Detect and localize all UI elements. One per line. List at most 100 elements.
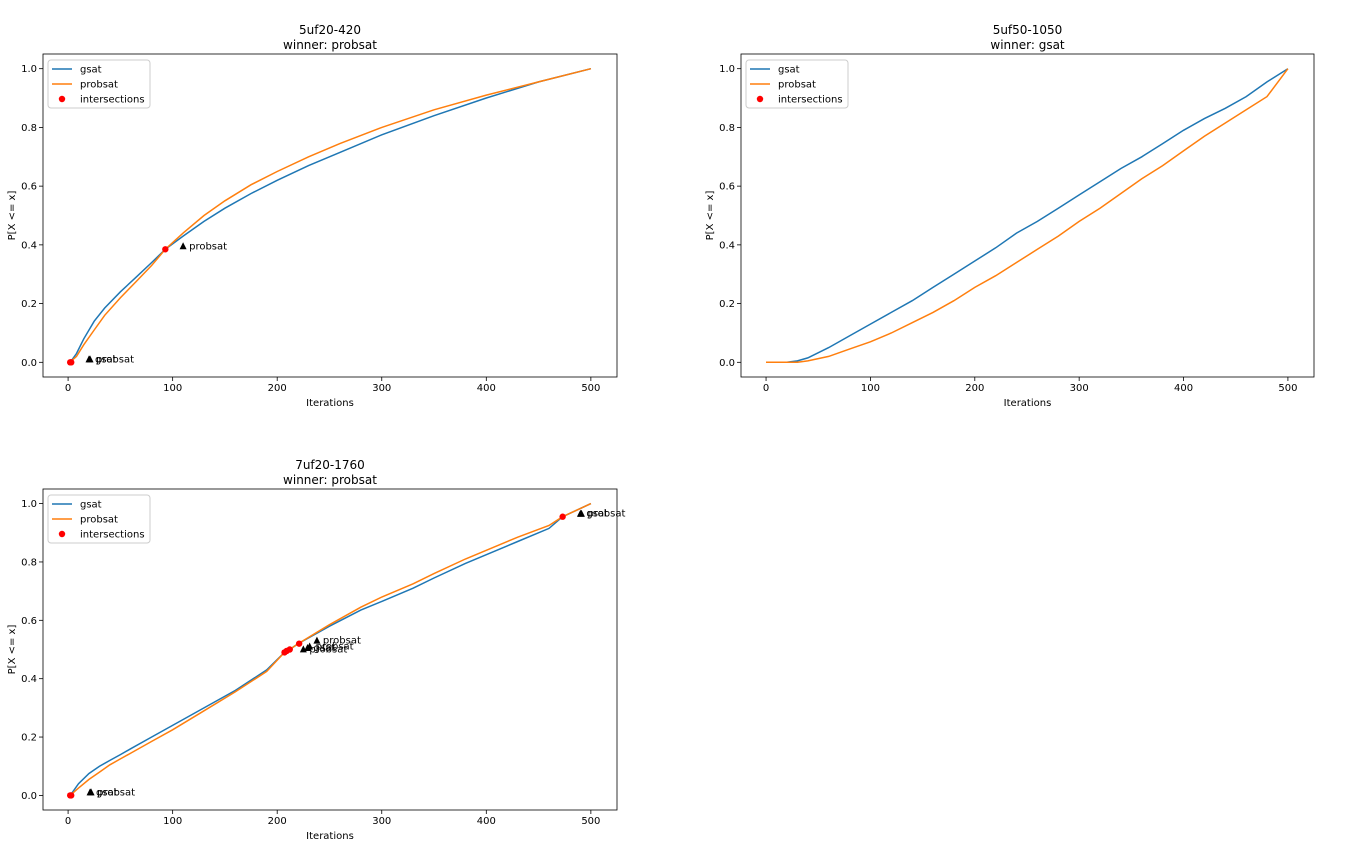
legend: gsat probsat intersections xyxy=(47,494,151,544)
legend-label-gsat: gsat xyxy=(80,65,102,76)
intersection-point xyxy=(295,640,303,647)
x-tick-label: 400 xyxy=(477,383,496,394)
annotation-marker xyxy=(313,636,321,644)
y-axis-label: P[X <= x] xyxy=(705,191,716,241)
axes-frame xyxy=(740,53,1315,378)
y-tick-label: 0.2 xyxy=(21,299,37,310)
legend-box xyxy=(47,59,151,109)
annotation-label: probsat xyxy=(189,241,227,252)
legend-label-intersections: intersections xyxy=(80,530,145,541)
chart-subtitle: winner: gsat xyxy=(990,38,1065,52)
y-tick-label: 0.8 xyxy=(719,123,735,134)
annotation-label: probsat xyxy=(309,644,347,655)
x-tick-label: 400 xyxy=(477,816,496,827)
x-axis-label: Iterations xyxy=(1004,398,1052,409)
annotation-label: gsat xyxy=(96,787,118,798)
chart-subtitle: winner: probsat xyxy=(283,473,377,487)
legend: gsat probsat intersections xyxy=(745,59,849,109)
x-tick-label: 0 xyxy=(65,816,71,827)
x-tick-label: 500 xyxy=(581,383,600,394)
x-axis-label: Iterations xyxy=(306,831,354,842)
annotation-label: gsat xyxy=(586,509,608,520)
legend-swatch-intersections xyxy=(756,95,764,103)
y-axis-label: P[X <= x] xyxy=(7,625,18,675)
y-tick-label: 0.0 xyxy=(719,358,735,369)
legend-label-probsat: probsat xyxy=(80,80,118,91)
legend-swatch-intersections xyxy=(58,530,66,538)
legend: gsat probsat intersections xyxy=(47,59,151,109)
axes-frame xyxy=(42,53,618,378)
annotation-label: probsat xyxy=(323,636,361,647)
series-line-probsat xyxy=(766,68,1289,364)
x-tick-label: 300 xyxy=(372,816,391,827)
y-tick-label: 0.4 xyxy=(719,240,735,251)
x-tick-label: 500 xyxy=(1278,383,1297,394)
y-tick-label: 1.0 xyxy=(21,499,37,510)
annotation-marker xyxy=(179,242,187,250)
x-tick-label: 300 xyxy=(372,383,391,394)
y-tick-label: 0.4 xyxy=(21,240,37,251)
legend-swatch-intersections xyxy=(58,95,66,103)
x-tick-label: 0 xyxy=(65,383,71,394)
annotation-label: gsat xyxy=(95,354,117,365)
legend-label-gsat: gsat xyxy=(80,500,102,511)
y-tick-label: 0.8 xyxy=(21,557,37,568)
y-tick-label: 0.8 xyxy=(21,123,37,134)
chart-title: 7uf20-1760 xyxy=(295,458,365,472)
annotation-marker xyxy=(306,642,314,650)
annotation-marker xyxy=(577,509,585,517)
x-tick-label: 100 xyxy=(163,383,182,394)
y-tick-label: 0.6 xyxy=(21,616,37,627)
series-line-gsat xyxy=(67,67,592,363)
y-tick-label: 0.6 xyxy=(21,182,37,193)
legend-label-intersections: intersections xyxy=(778,95,843,106)
annotation-label: probsat xyxy=(97,787,135,798)
chart-subtitle: winner: probsat xyxy=(283,38,377,52)
annotation-marker xyxy=(86,355,94,363)
annotation-marker xyxy=(87,788,95,796)
x-tick-label: 200 xyxy=(965,383,984,394)
y-tick-label: 0.2 xyxy=(21,733,37,744)
y-tick-label: 0.6 xyxy=(719,182,735,193)
chart-title: 5uf20-420 xyxy=(299,23,361,37)
axes-frame xyxy=(42,488,618,811)
y-tick-label: 0.2 xyxy=(719,299,735,310)
intersection-point xyxy=(162,246,169,253)
intersection-point xyxy=(286,646,293,653)
x-tick-label: 200 xyxy=(268,383,287,394)
y-tick-label: 0.0 xyxy=(21,358,37,369)
legend-label-probsat: probsat xyxy=(80,515,118,526)
chart-title: 5uf50-1050 xyxy=(993,23,1063,37)
legend-label-gsat: gsat xyxy=(778,65,800,76)
series-line-gsat xyxy=(766,68,1289,364)
series-line-probsat xyxy=(67,67,592,363)
y-tick-label: 1.0 xyxy=(21,64,37,75)
legend-box xyxy=(47,494,151,544)
x-tick-label: 100 xyxy=(163,816,182,827)
y-tick-label: 0.4 xyxy=(21,674,37,685)
legend-label-intersections: intersections xyxy=(80,95,145,106)
y-tick-label: 1.0 xyxy=(719,64,735,75)
x-tick-label: 300 xyxy=(1070,383,1089,394)
x-tick-label: 100 xyxy=(861,383,880,394)
intersection-point xyxy=(68,359,75,366)
x-tick-label: 0 xyxy=(763,383,769,394)
legend-label-probsat: probsat xyxy=(778,80,816,91)
annotation-label: gsat xyxy=(314,643,336,654)
annotation-label: probsat xyxy=(96,354,134,365)
x-tick-label: 500 xyxy=(581,816,600,827)
y-tick-label: 0.0 xyxy=(21,791,37,802)
intersection-point xyxy=(68,792,75,799)
annotation-label: probsat xyxy=(316,642,354,653)
x-tick-label: 200 xyxy=(268,816,287,827)
intersection-point xyxy=(559,513,566,520)
legend-box xyxy=(745,59,849,109)
x-tick-label: 400 xyxy=(1174,383,1193,394)
x-axis-label: Iterations xyxy=(306,398,354,409)
y-axis-label: P[X <= x] xyxy=(7,191,18,241)
annotation-label: probsat xyxy=(587,509,625,520)
